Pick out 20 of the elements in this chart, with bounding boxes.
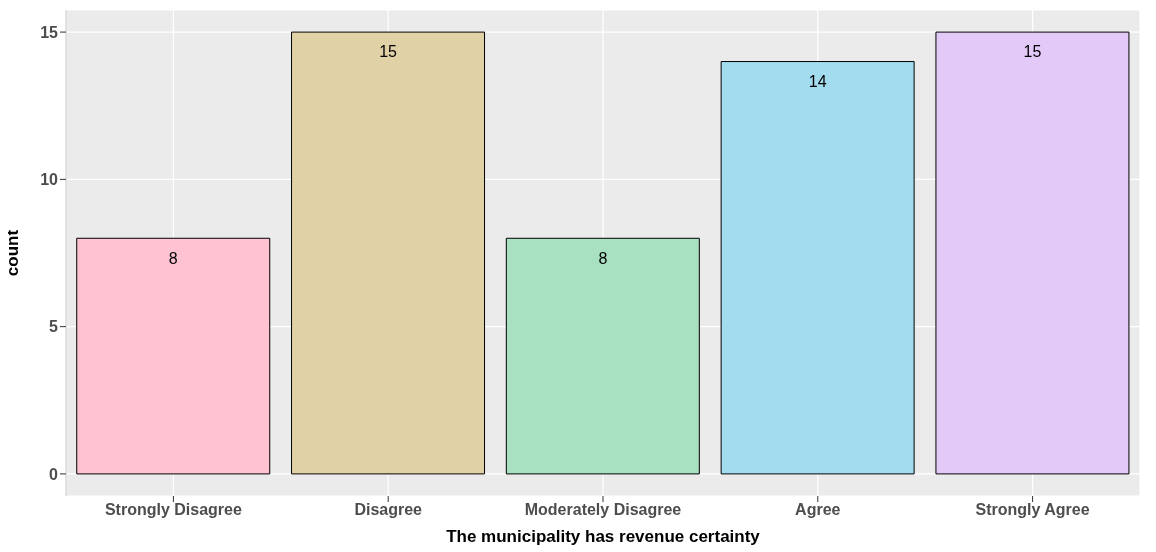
bar bbox=[505, 237, 700, 475]
x-axis-title: The municipality has revenue certainty bbox=[446, 527, 761, 546]
data-label: 8 bbox=[168, 249, 178, 267]
x-tick-label: Disagree bbox=[354, 501, 423, 519]
y-tick-label: 10 bbox=[40, 171, 59, 189]
data-label: 8 bbox=[598, 249, 608, 267]
bar bbox=[291, 31, 486, 475]
x-tick-label: Agree bbox=[795, 501, 841, 519]
bar bbox=[935, 31, 1130, 475]
data-label: 14 bbox=[808, 72, 827, 90]
bar bbox=[720, 61, 915, 475]
x-tick-label: Strongly Disagree bbox=[104, 501, 242, 519]
data-label: 15 bbox=[1023, 43, 1042, 61]
data-label: 15 bbox=[379, 43, 398, 61]
x-tick-label: Strongly Agree bbox=[975, 501, 1090, 519]
y-tick-label: 0 bbox=[49, 465, 59, 483]
x-tick-label: Moderately Disagree bbox=[524, 501, 682, 519]
y-tick-label: 15 bbox=[40, 23, 59, 41]
y-tick-label: 5 bbox=[49, 318, 59, 336]
bar bbox=[76, 237, 271, 475]
